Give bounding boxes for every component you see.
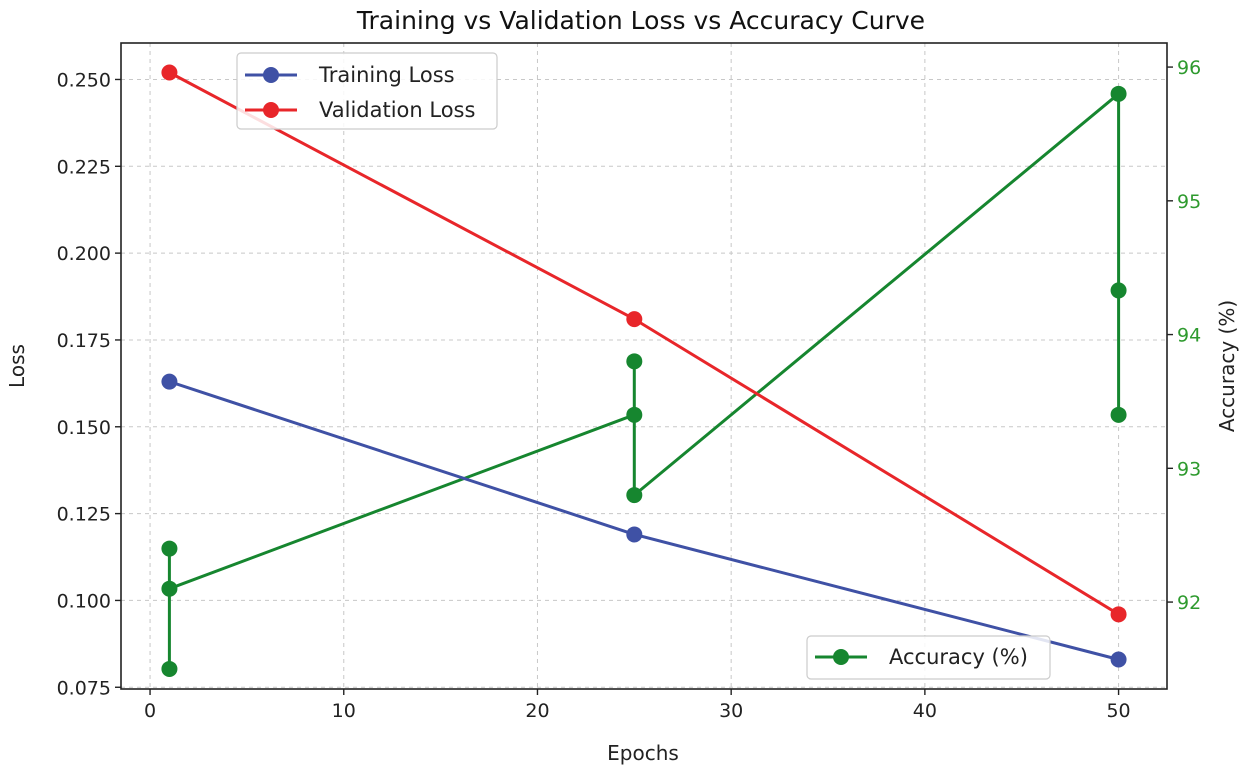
y2-tick-label: 96	[1177, 57, 1201, 79]
y-tick-label: 0.225	[57, 156, 111, 178]
y2-tick-label: 92	[1177, 592, 1201, 614]
plot-frame	[121, 43, 1167, 689]
x-axis: 0 10 20 30 40 50	[144, 689, 1131, 722]
x-tick-label: 0	[144, 700, 156, 722]
training-loss-point	[1111, 651, 1127, 667]
validation-loss-line	[169, 73, 1118, 615]
series-layer	[161, 65, 1126, 677]
x-axis-title: Epochs	[607, 741, 679, 765]
validation-loss-point	[1111, 606, 1127, 622]
accuracy-point	[161, 661, 177, 677]
y-tick-label: 0.175	[57, 330, 111, 352]
y2-tick-label: 94	[1177, 325, 1201, 347]
accuracy-point	[626, 407, 642, 423]
legend-marker-training-loss	[263, 67, 279, 83]
accuracy-point	[1111, 407, 1127, 423]
legend-label-training-loss: Training Loss	[318, 63, 455, 87]
accuracy-point	[626, 487, 642, 503]
accuracy-point	[1111, 282, 1127, 298]
accuracy-point	[161, 581, 177, 597]
y-tick-label: 0.200	[57, 243, 111, 265]
y2-tick-label: 95	[1177, 191, 1201, 213]
x-tick-label: 50	[1106, 700, 1130, 722]
x-tick-label: 20	[525, 700, 549, 722]
y-tick-label: 0.250	[57, 69, 111, 91]
y-axis-left: 0.075 0.100 0.125 0.150 0.175 0.200 0.225 0.250	[57, 69, 121, 699]
training-loss-point	[626, 526, 642, 542]
y2-axis-title: Accuracy (%)	[1215, 300, 1239, 432]
y2-tick-label: 93	[1177, 458, 1201, 480]
training-loss-point	[161, 374, 177, 390]
y-axis-right: 92 93 94 95 96	[1167, 57, 1201, 614]
y-tick-label: 0.125	[57, 504, 111, 526]
accuracy-point	[626, 353, 642, 369]
legend-label-accuracy: Accuracy (%)	[889, 645, 1028, 669]
y-tick-label: 0.100	[57, 590, 111, 612]
x-tick-label: 40	[913, 700, 937, 722]
legend-left: Training Loss Validation Loss	[237, 53, 497, 129]
chart-title: Training vs Validation Loss vs Accuracy …	[356, 6, 925, 35]
x-tick-label: 30	[719, 700, 743, 722]
y-tick-label: 0.150	[57, 417, 111, 439]
y-tick-label: 0.075	[57, 677, 111, 699]
accuracy-point	[161, 541, 177, 557]
legend-right: Accuracy (%)	[807, 636, 1050, 679]
chart: Training vs Validation Loss vs Accuracy …	[0, 0, 1255, 766]
grid-layer	[121, 43, 1167, 689]
y-axis-title: Loss	[5, 344, 29, 388]
training-loss-line	[169, 382, 1118, 660]
accuracy-point	[1111, 86, 1127, 102]
accuracy-line	[169, 94, 1118, 669]
validation-loss-point	[161, 65, 177, 81]
x-tick-label: 10	[332, 700, 356, 722]
legend-marker-validation-loss	[263, 102, 279, 118]
legend-label-validation-loss: Validation Loss	[319, 98, 475, 122]
legend-marker-accuracy	[833, 649, 849, 665]
validation-loss-point	[626, 311, 642, 327]
